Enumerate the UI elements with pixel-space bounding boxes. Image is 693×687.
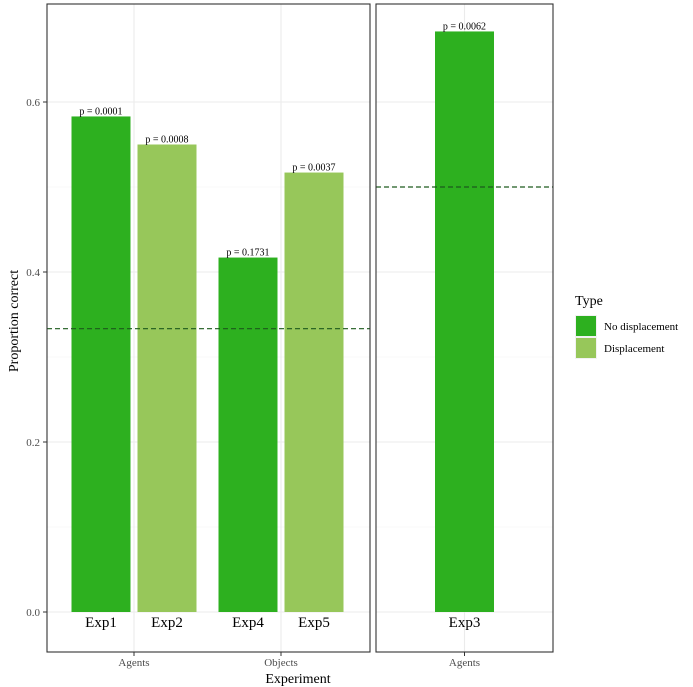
y-tick-label: 0.4	[26, 267, 40, 279]
y-tick-label: 0.2	[26, 437, 40, 449]
bar-exp4	[218, 257, 278, 612]
x-category-label: Agents	[118, 657, 149, 669]
bar-label: Exp3	[449, 615, 481, 631]
bar-exp2	[137, 144, 197, 612]
x-axis-title: Experiment	[265, 672, 330, 687]
p-value-label: p = 0.0001	[79, 106, 122, 117]
x-category-label: Agents	[449, 657, 480, 669]
legend-label: No displacement	[604, 321, 678, 333]
p-value-label: p = 0.1731	[226, 248, 269, 259]
p-value-label: p = 0.0008	[145, 135, 188, 146]
panel-2: p = 0.0062 Exp3 Agents	[375, 3, 554, 669]
legend-swatch	[576, 338, 596, 358]
legend-title: Type	[575, 294, 603, 309]
legend-label: Displacement	[604, 343, 664, 355]
x-category-label: Objects	[264, 657, 298, 669]
y-tick-label: 0.6	[26, 97, 40, 109]
y-axis: 0.0 0.2 0.4 0.6	[26, 97, 47, 619]
p-value-label: p = 0.0062	[443, 21, 486, 32]
y-axis-title: Proportion correct	[7, 270, 22, 372]
panel-border	[375, 3, 554, 653]
p-value-label: p = 0.0037	[292, 163, 335, 174]
panel-border	[46, 3, 371, 653]
y-tick-label: 0.0	[26, 607, 40, 619]
panel-1: p = 0.0001 Exp1 p = 0.0008 Exp2 Agents p = 0.…	[46, 3, 371, 669]
bar-exp5	[284, 172, 344, 613]
legend: Type No displacement Displacement	[575, 294, 678, 359]
bar-exp3	[435, 31, 494, 612]
legend-swatch	[576, 316, 596, 336]
bar-label: Exp4	[232, 615, 264, 631]
bar-label: Exp2	[151, 615, 183, 631]
bar-label: Exp5	[298, 615, 330, 631]
bar-exp1	[71, 116, 131, 612]
bar-label: Exp1	[85, 615, 117, 631]
